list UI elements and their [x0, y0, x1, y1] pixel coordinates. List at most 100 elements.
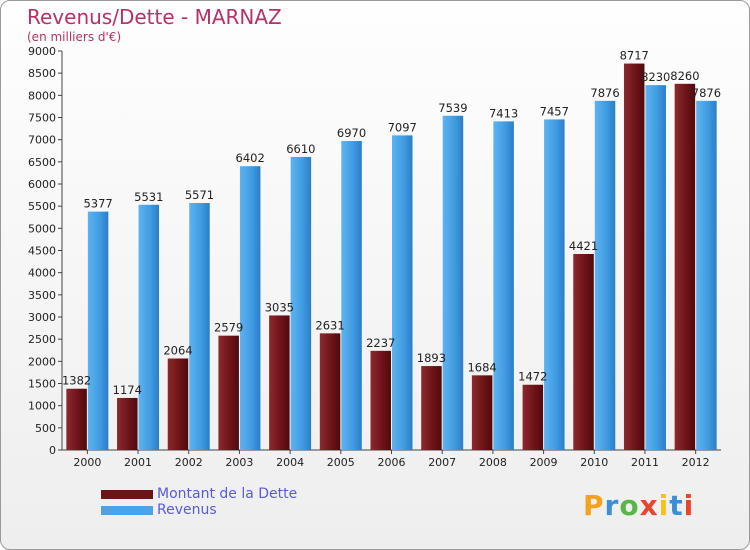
y-tick-label: 7000 — [28, 134, 56, 147]
x-tick-label: 2003 — [225, 456, 253, 469]
revenue-bar — [594, 100, 616, 451]
y-tick-label: 4000 — [28, 267, 56, 280]
x-tick-label: 2005 — [327, 456, 355, 469]
y-tick-label: 6000 — [28, 178, 56, 191]
x-tick-label: 2008 — [479, 456, 507, 469]
revenue-bar — [341, 140, 362, 450]
debt-bar — [522, 384, 544, 450]
logo-letter: i — [658, 489, 670, 522]
revenue-bar — [290, 156, 312, 450]
logo-letter: i — [683, 489, 695, 522]
logo-letter: o — [619, 489, 640, 522]
y-tick-label: 8000 — [28, 89, 56, 102]
x-tick-label: 2004 — [276, 456, 304, 469]
x-tick-label: 2012 — [682, 456, 710, 469]
proxiti-logo: Proxiti — [583, 489, 694, 522]
chart-title: Revenus/Dette - MARNAZ — [27, 5, 282, 29]
revenue-value-label: 7876 — [692, 86, 721, 100]
debt-bar — [623, 63, 645, 451]
x-tick-label: 2001 — [124, 456, 152, 469]
y-tick-label: 9000 — [28, 45, 56, 58]
debt-value-label: 2237 — [366, 336, 395, 350]
debt-bar — [421, 366, 442, 450]
debt-bar — [167, 358, 189, 450]
x-tick-label: 2007 — [428, 456, 456, 469]
debt-value-label: 8717 — [620, 49, 649, 63]
revenue-value-label: 8230 — [641, 70, 670, 84]
debt-bar — [269, 315, 290, 450]
debt-value-label: 8260 — [670, 69, 699, 83]
debt-value-label: 2631 — [315, 318, 344, 332]
revenue-bar — [138, 204, 160, 450]
y-tick-label: 1000 — [28, 400, 56, 413]
revenue-value-label: 7539 — [438, 101, 467, 115]
x-tick-label: 2009 — [530, 456, 558, 469]
revenue-bar — [544, 119, 565, 450]
x-tick-label: 2000 — [73, 456, 101, 469]
y-tick-label: 500 — [35, 422, 56, 435]
y-tick-label: 7500 — [28, 112, 56, 125]
revenue-value-label: 6402 — [236, 151, 265, 165]
y-tick-label: 2000 — [28, 355, 56, 368]
y-tick-label: 3000 — [28, 311, 56, 324]
logo-letter: t — [669, 489, 684, 522]
debt-value-label: 3035 — [265, 300, 294, 314]
revenue-value-label: 5377 — [83, 197, 112, 211]
revenue-bar — [239, 166, 261, 451]
debt-bar — [66, 388, 87, 450]
revenue-bar — [189, 203, 210, 450]
y-tick-label: 5000 — [28, 222, 56, 235]
y-tick-label: 0 — [49, 444, 56, 457]
revenue-value-label: 6970 — [337, 126, 366, 140]
logo-letter: x — [639, 489, 659, 522]
legend-label-debt: Montant de la Dette — [157, 486, 298, 502]
debt-value-label: 1174 — [113, 383, 142, 397]
logo-letter: r — [604, 489, 620, 522]
debt-bar — [471, 375, 493, 450]
revenue-bar — [493, 121, 514, 451]
debt-value-label: 1472 — [518, 370, 547, 384]
x-tick-label: 2010 — [580, 456, 608, 469]
chart-subtitle: (en milliers d'€) — [27, 30, 122, 44]
y-tick-label: 2500 — [28, 333, 56, 346]
x-tick-label: 2011 — [631, 456, 659, 469]
revenue-bar — [442, 115, 464, 451]
revenue-value-label: 7413 — [489, 106, 518, 120]
revenue-value-label: 7457 — [540, 104, 569, 118]
axes: 0 500 1000 1500 2000 2500 3000 3500 4000 4500 5000… — [28, 45, 721, 469]
logo-letter: P — [583, 489, 605, 522]
debt-value-label: 2579 — [214, 321, 243, 335]
revenue-value-label: 6610 — [286, 142, 315, 156]
revenue-bar — [392, 135, 413, 450]
revenue-value-label: 7876 — [590, 86, 619, 100]
revenue-bar — [645, 85, 666, 451]
debt-bar — [370, 350, 391, 450]
legend-swatch-debt — [101, 490, 153, 499]
legend-label-revenue: Revenus — [157, 502, 217, 518]
y-tick-label: 8500 — [28, 67, 56, 80]
debt-bar — [573, 254, 594, 450]
x-tick-label: 2006 — [378, 456, 406, 469]
debt-value-label: 1893 — [417, 351, 446, 365]
y-tick-label: 4500 — [28, 245, 56, 258]
y-tick-label: 6500 — [28, 156, 56, 169]
debt-bar — [674, 83, 696, 450]
debt-value-label: 4421 — [569, 239, 598, 253]
revenue-bar — [696, 100, 717, 451]
revenue-value-label: 5531 — [134, 190, 163, 204]
y-tick-label: 5500 — [28, 200, 56, 213]
y-tick-label: 1500 — [28, 378, 56, 391]
revenue-value-label: 5571 — [185, 188, 214, 202]
legend-swatch-revenue — [101, 506, 153, 515]
debt-bar — [218, 335, 239, 450]
revenue-bar — [87, 211, 109, 450]
debt-value-label: 2064 — [163, 343, 192, 357]
debt-bar — [319, 333, 341, 450]
debt-bar — [117, 397, 138, 450]
bars — [66, 63, 717, 451]
value-labels: 1382 5377 1174 5531 2064 5571 2579 6402 3035 6610… — [62, 49, 721, 397]
y-tick-label: 3500 — [28, 289, 56, 302]
x-tick-label: 2002 — [175, 456, 203, 469]
